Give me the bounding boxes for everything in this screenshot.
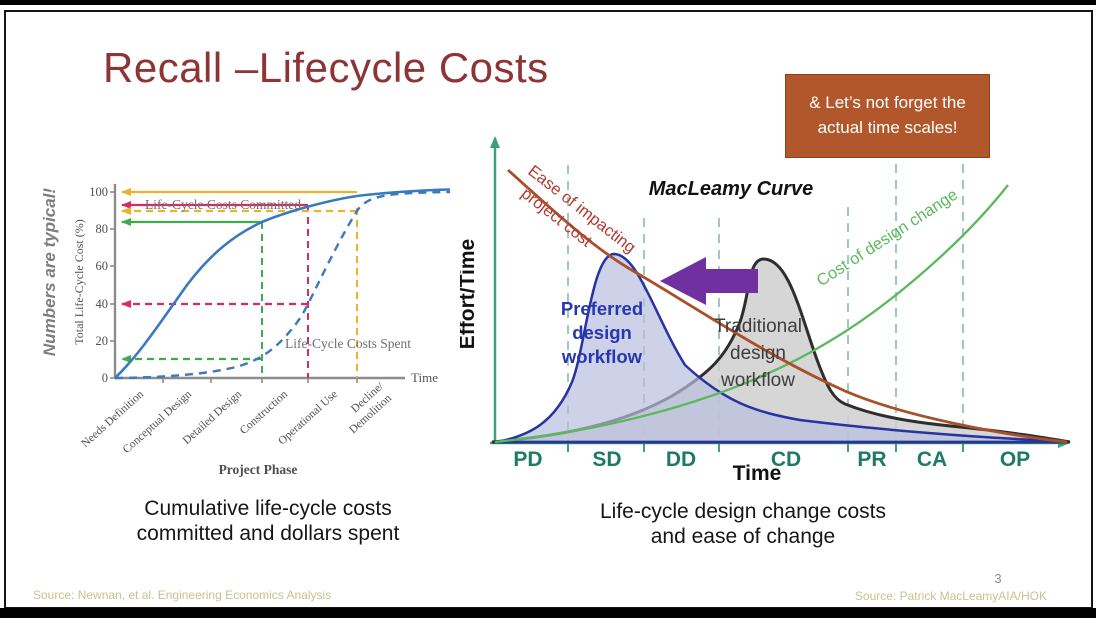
phase-sd: SD [592, 448, 621, 471]
left-chart-caption: Cumulative life-cycle costs committed an… [136, 497, 400, 546]
svg-text:Preferred: Preferred [561, 298, 643, 319]
bottom-black-bar [0, 608, 1096, 618]
committed-curve-label: Life-Cycle Costs Committed [145, 197, 301, 212]
macleamy-chart: MacLeamy Curve Effort/Time Ease of impac… [460, 136, 1071, 482]
ease-of-impact-curve [507, 168, 1068, 444]
numbers-typical-note: Numbers are typical! [40, 188, 59, 357]
preferred-workflow-label: Preferred design workflow [561, 298, 643, 367]
page-title: Recall –Lifecycle Costs [103, 44, 549, 91]
time-axis-title: Time [733, 462, 782, 482]
phase-pr: PR [857, 448, 886, 471]
phase-op: OP [1000, 448, 1030, 471]
y-axis-title: Total Life-Cycle Cost (%) [72, 219, 86, 344]
y-tick-20: 20 [96, 334, 109, 348]
phase-ca: CA [917, 448, 947, 471]
preferred-workflow-bell [495, 252, 1062, 444]
y-tick-0: 0 [102, 371, 108, 385]
spent-curve-label: Life-Cycle Costs Spent [285, 336, 411, 351]
phase-dd: DD [666, 448, 696, 471]
right-chart-caption: Life-cycle design change costs and ease … [600, 500, 886, 549]
y-tick-marks [110, 191, 115, 379]
effort-time-axis-label: Effort/Time [460, 239, 479, 349]
traditional-workflow-label: Traditional design workflow [714, 316, 802, 391]
y-tick-100: 100 [89, 185, 108, 199]
top-black-bar [0, 0, 1096, 5]
committed-curve [114, 188, 451, 379]
svg-text:design: design [730, 343, 786, 364]
time-axis-label: Time [411, 370, 438, 385]
macleamy-title: MacLeamy Curve [649, 178, 814, 200]
shift-left-arrow [660, 257, 758, 305]
x-tick-marks [162, 378, 358, 383]
cost-of-change-label: Cost of design change [814, 186, 962, 291]
svg-text:workflow: workflow [720, 370, 795, 391]
callout-line2: actual time scales! [817, 118, 958, 137]
phase-tick-marks [567, 443, 964, 452]
phase-labels: PD SD DD CD PR CA OP [513, 448, 1030, 471]
spent-curve-dashed [114, 190, 451, 380]
phase-cd: CD [771, 448, 801, 471]
svg-text:workflow: workflow [561, 346, 643, 367]
svg-text:Traditional: Traditional [714, 316, 802, 337]
callout-note: & Let’s not forget the actual time scale… [785, 74, 990, 158]
source-right: Source: Patrick MacLeamyAIA/HOK [854, 589, 1047, 603]
phase-construction: Construction [238, 388, 290, 437]
lifecycle-cost-chart: 0 20 40 60 80 100 Life-Cycle Costs Commi… [40, 184, 451, 477]
page-number: 3 [994, 571, 1002, 586]
cost-of-change-curve [494, 184, 1009, 444]
x-axis-title: Project Phase [219, 462, 298, 477]
phase-pd: PD [513, 448, 542, 471]
y-tick-60: 60 [96, 259, 109, 273]
source-left: Source: Newnan, et al. Engineering Econo… [33, 588, 332, 602]
callout-line1: & Let’s not forget the [809, 93, 966, 113]
svg-text:design: design [572, 322, 632, 343]
y-tick-40: 40 [96, 297, 109, 311]
y-tick-80: 80 [96, 222, 109, 236]
